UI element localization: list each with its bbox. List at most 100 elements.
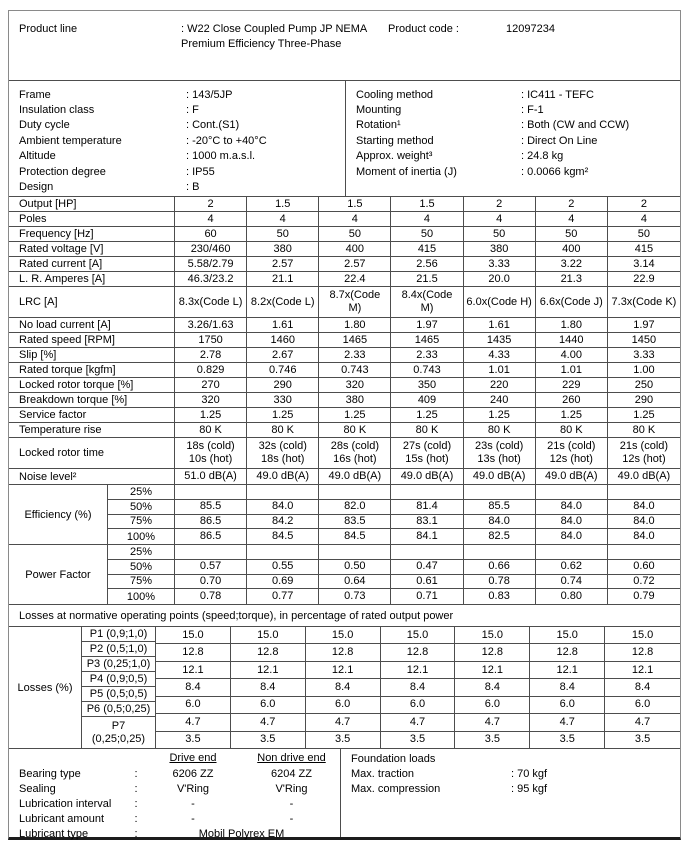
loss-value-row: 12.8 12.8 12.8 12.8 12.8 12.8 12.8	[156, 644, 680, 662]
ratings-value-cell: 50	[247, 227, 320, 241]
ratings-value-cell: 1435	[464, 333, 536, 347]
load-value-cell	[464, 485, 536, 499]
loss-value-cell: 3.5	[530, 731, 606, 748]
loss-value-cell: 12.1	[455, 661, 531, 679]
foundation-rows: Max. traction: 70 kgf Max. compression: 9…	[341, 766, 680, 796]
spec-value: : 0.0066 kgm²	[521, 165, 589, 178]
bearing-non-drive-end-value: V'Ring	[275, 782, 308, 795]
load-row: 50% 0.57 0.55 0.50 0.47 0.66 0.62 0.60	[108, 559, 680, 575]
spec-value: : -20°C to +40°C	[186, 134, 267, 147]
loss-value-row: 8.4 8.4 8.4 8.4 8.4 8.4 8.4	[156, 679, 680, 697]
ratings-row-label: Slip [%]	[9, 348, 175, 362]
load-value-cell: 0.80	[536, 589, 608, 604]
loss-value-cell: 15.0	[631, 628, 654, 641]
ratings-value-cell: 2.67	[247, 348, 320, 362]
ratings-value-cell: 51.0 dB(A)	[175, 469, 248, 484]
bearing-row-label: Lubricant type	[19, 827, 89, 840]
foundation-loads-title: Foundation loads	[351, 753, 436, 765]
loss-value-cell: 12.8	[455, 644, 531, 661]
ratings-value-cell: 20.0	[464, 272, 536, 286]
spec-label: Frame	[19, 88, 51, 101]
load-row: 100% 0.78 0.77 0.73 0.71 0.83 0.80 0.79	[108, 589, 680, 604]
losses-label: Losses (%)	[9, 627, 82, 748]
load-value-cell: 82.5	[464, 529, 536, 544]
loss-value-cell: 3.5	[381, 731, 456, 748]
non-drive-end-header: Non drive end	[257, 752, 326, 764]
load-value-cell: 0.61	[391, 574, 464, 589]
loss-value-cell: 15.0	[156, 627, 231, 644]
ratings-value-cell: 240	[464, 393, 536, 407]
ratings-value-cell: 4	[391, 212, 464, 226]
datasheet: Product line : W22 Close Coupled Pump JP…	[8, 10, 681, 840]
ratings-row: Rated torque [kgfm] 0.829 0.746 0.743 0.743 1…	[9, 363, 680, 378]
ratings-value-cell: 27s (cold) 15s (hot)	[391, 438, 464, 468]
foundation-row: Max. traction: 70 kgf	[341, 766, 680, 781]
spec-label: Mounting	[356, 104, 402, 117]
ratings-row: L. R. Amperes [A] 46.3/23.2 21.1 22.4 21.5 20…	[9, 272, 680, 287]
foundation-loads: Foundation loads Max. traction: 70 kgf Ma…	[341, 749, 680, 837]
spec-value: : IP55	[186, 165, 215, 178]
ratings-value-cell: 400	[319, 242, 392, 256]
spec-row: Duty cycle: Cont.(S1)	[9, 118, 345, 133]
load-value-cell: 0.71	[391, 589, 464, 604]
ratings-row: Noise level² 51.0 dB(A) 49.0 dB(A) 49.0 dB(…	[9, 469, 680, 484]
ratings-grid: Output [HP] 2 1.5 1.5 1.5 2 2 2 Poles 4 4 4 4 4 4 4 Freq…	[9, 197, 680, 485]
ratings-value-cell: 1.25	[536, 408, 608, 422]
bearing-drive-end-value: 6206 ZZ	[172, 767, 214, 780]
loss-value-cell: 15.0	[381, 627, 456, 644]
ratings-row: Output [HP] 2 1.5 1.5 1.5 2 2 2	[9, 197, 680, 212]
loss-value-row: 12.1 12.1 12.1 12.1 12.1 12.1 12.1	[156, 661, 680, 680]
load-percent-label: 75%	[108, 574, 175, 589]
load-value-cell: 86.5	[175, 514, 248, 529]
ratings-value-cell: 415	[634, 242, 654, 255]
losses-values: 15.0 15.0 15.0 15.0 15.0 15.0 15.0 12.8 12.8 12.8…	[156, 627, 680, 748]
spec-value: : F-1	[521, 104, 544, 117]
ratings-value-cell: 2.56	[391, 257, 464, 271]
general-specs-right: Cooling method: IC411 - TEFC Mounting: F-…	[346, 81, 680, 196]
ratings-row-label: Frequency [Hz]	[9, 227, 175, 241]
ratings-row-label: Locked rotor torque [%]	[9, 378, 175, 392]
load-value-cell: 84.2	[247, 514, 320, 529]
efficiency-label: Efficiency (%)	[9, 485, 108, 544]
ratings-row: Locked rotor torque [%] 270 290 320 350 220 22…	[9, 378, 680, 393]
load-percent-label: 100%	[108, 529, 175, 544]
ratings-value-cell: 1.80	[536, 318, 608, 332]
load-value-cell: 0.78	[464, 574, 536, 589]
ratings-value-cell: 3.22	[536, 257, 608, 271]
ratings-value-cell: 220	[464, 378, 536, 392]
ratings-row-label: Locked rotor time	[9, 438, 175, 468]
spec-label: Insulation class	[19, 104, 95, 117]
product-line-label: Product line	[19, 23, 78, 35]
ratings-value-cell: 2	[640, 197, 647, 210]
ratings-value-cell: 49.0 dB(A)	[247, 469, 320, 484]
spec-label: Protection degree	[19, 165, 106, 178]
ratings-row: Rated speed [RPM] 1750 1460 1465 1465 1435 144…	[9, 333, 680, 348]
ratings-row-label: Service factor	[9, 408, 175, 422]
load-value-cell: 84.0	[633, 530, 655, 543]
load-value-cell: 0.73	[319, 589, 392, 604]
loss-value-cell: 12.8	[306, 644, 381, 661]
bearing-drive-end-value: V'Ring	[176, 782, 210, 795]
ratings-value-cell: 60	[175, 227, 248, 241]
spec-value: : 143/5JP	[186, 88, 233, 101]
general-specs-left: Frame: 143/5JP Insulation class: F Duty cy…	[9, 81, 346, 196]
load-value-cell: 83.1	[391, 514, 464, 529]
ratings-value-cell: 3.26/1.63	[175, 318, 248, 332]
load-percent-label: 75%	[108, 514, 175, 529]
product-code-value: 12097234	[506, 23, 555, 35]
ratings-row: Rated voltage [V] 230/460 380 400 415 380 400 4…	[9, 242, 680, 257]
ratings-value-cell: 1440	[536, 333, 608, 347]
ratings-value-cell: 0.743	[391, 363, 464, 377]
ratings-value-cell: 22.9	[633, 272, 655, 285]
losses-title: Losses at normative operating points (sp…	[9, 605, 680, 627]
load-row: 25%	[108, 485, 680, 500]
loss-value-cell: 8.4	[306, 679, 381, 696]
ratings-value-cell: 1.5	[391, 197, 464, 211]
loss-value-cell: 8.4	[156, 679, 231, 696]
ratings-value-cell: 8.4x(Code M)	[391, 287, 464, 317]
loss-value-cell: 12.1	[231, 661, 306, 679]
product-code-label: Product code :	[388, 23, 459, 35]
load-percent-label: 100%	[108, 589, 175, 604]
load-percent-label: 50%	[108, 499, 175, 514]
ratings-value-cell: 4	[247, 212, 320, 226]
